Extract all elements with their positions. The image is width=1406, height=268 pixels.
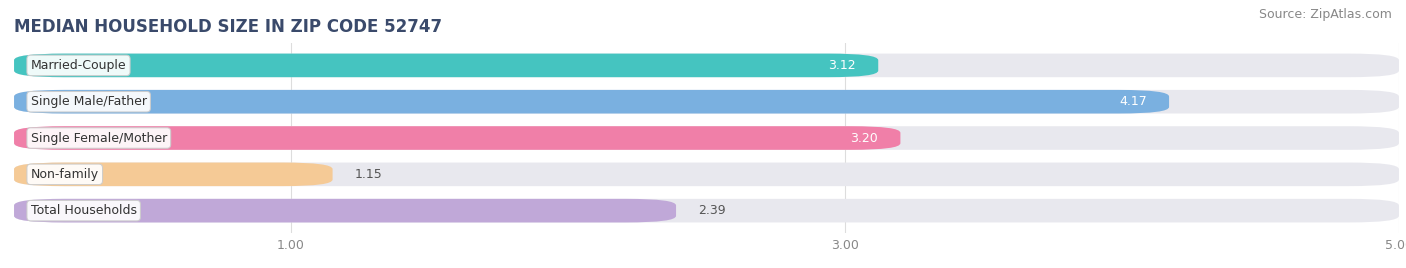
FancyBboxPatch shape — [14, 54, 1399, 77]
Text: Single Male/Father: Single Male/Father — [31, 95, 146, 108]
FancyBboxPatch shape — [14, 162, 333, 186]
Text: 3.12: 3.12 — [828, 59, 856, 72]
FancyBboxPatch shape — [14, 90, 1399, 114]
FancyBboxPatch shape — [14, 199, 676, 222]
Text: Source: ZipAtlas.com: Source: ZipAtlas.com — [1258, 8, 1392, 21]
Text: 4.17: 4.17 — [1119, 95, 1147, 108]
Text: 3.20: 3.20 — [851, 132, 879, 144]
Text: Total Households: Total Households — [31, 204, 136, 217]
FancyBboxPatch shape — [14, 126, 1399, 150]
FancyBboxPatch shape — [14, 54, 879, 77]
FancyBboxPatch shape — [14, 162, 1399, 186]
FancyBboxPatch shape — [14, 126, 900, 150]
Text: 1.15: 1.15 — [354, 168, 382, 181]
Text: Non-family: Non-family — [31, 168, 98, 181]
FancyBboxPatch shape — [14, 90, 1168, 114]
Text: Married-Couple: Married-Couple — [31, 59, 127, 72]
Text: Single Female/Mother: Single Female/Mother — [31, 132, 167, 144]
Text: MEDIAN HOUSEHOLD SIZE IN ZIP CODE 52747: MEDIAN HOUSEHOLD SIZE IN ZIP CODE 52747 — [14, 18, 441, 36]
FancyBboxPatch shape — [14, 199, 1399, 222]
Text: 2.39: 2.39 — [699, 204, 725, 217]
